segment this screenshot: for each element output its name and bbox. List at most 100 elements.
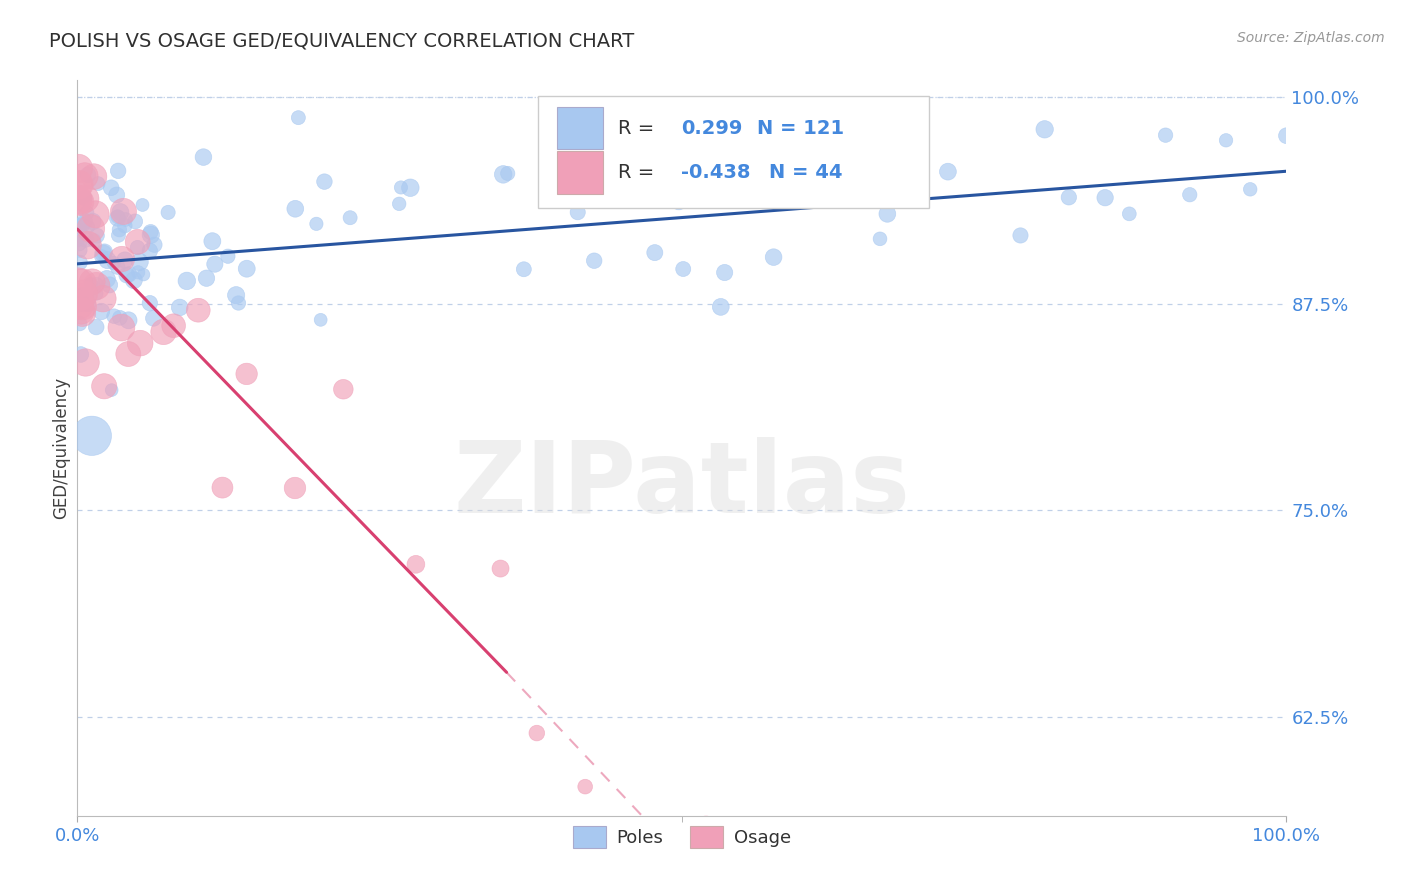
Point <box>131 198 153 212</box>
Point <box>284 481 307 495</box>
Point <box>225 288 247 302</box>
Point <box>83 169 105 184</box>
Point <box>73 169 96 183</box>
Point <box>69 290 91 304</box>
Point <box>91 246 114 260</box>
Point <box>869 232 891 246</box>
Point <box>1178 187 1201 202</box>
Point <box>105 188 128 202</box>
Point <box>211 481 233 495</box>
Point <box>96 272 118 286</box>
Point <box>118 267 141 281</box>
Point <box>66 193 89 207</box>
Legend: Poles, Osage: Poles, Osage <box>565 819 799 855</box>
Point <box>107 211 129 226</box>
Point <box>111 252 134 266</box>
Point <box>80 277 103 291</box>
Point <box>1057 190 1080 204</box>
Point <box>67 287 90 301</box>
Text: ZIPatlas: ZIPatlas <box>454 436 910 533</box>
Point <box>142 311 165 326</box>
Point <box>77 219 100 234</box>
Point <box>66 222 89 236</box>
Point <box>69 219 91 233</box>
Point <box>76 206 98 220</box>
Point <box>112 204 135 219</box>
Point <box>87 177 110 191</box>
Point <box>671 817 693 831</box>
Point <box>72 306 94 320</box>
Text: N = 121: N = 121 <box>756 119 844 137</box>
Point <box>772 185 794 199</box>
Point <box>91 292 114 306</box>
Point <box>1010 228 1032 243</box>
Point <box>1215 133 1237 147</box>
Point <box>388 197 411 211</box>
Point <box>83 280 105 294</box>
Point <box>75 192 97 206</box>
Point <box>127 241 149 255</box>
Point <box>83 234 105 248</box>
Text: 0.299: 0.299 <box>681 119 742 137</box>
Point <box>127 265 149 279</box>
Point <box>513 262 536 277</box>
Point <box>72 299 94 313</box>
Point <box>169 301 191 315</box>
Point <box>114 212 136 227</box>
Point <box>1094 191 1116 205</box>
Point <box>108 222 131 236</box>
Point <box>162 318 184 333</box>
Point <box>72 287 94 301</box>
Point <box>583 253 606 268</box>
Point <box>103 309 125 323</box>
Point <box>67 178 90 192</box>
Point <box>84 320 107 334</box>
Point <box>70 304 93 318</box>
Point <box>77 168 100 182</box>
Point <box>129 336 152 351</box>
Point <box>936 164 959 178</box>
Point <box>526 726 548 740</box>
Point <box>82 214 104 228</box>
Point <box>67 224 90 238</box>
Point <box>69 194 91 209</box>
Point <box>66 194 89 208</box>
Point <box>70 276 93 290</box>
Point <box>98 277 121 292</box>
Point <box>75 232 97 246</box>
Point <box>66 233 89 247</box>
Point <box>139 227 162 242</box>
Point <box>86 279 108 293</box>
Text: R =: R = <box>617 119 661 137</box>
Point <box>195 271 218 285</box>
Point <box>204 257 226 271</box>
Point <box>70 293 93 307</box>
Text: N = 44: N = 44 <box>769 162 842 182</box>
Point <box>114 219 136 233</box>
Point <box>187 303 209 318</box>
Point <box>117 347 139 361</box>
Point <box>67 161 90 176</box>
Point <box>67 178 90 192</box>
Point <box>110 320 132 334</box>
Point <box>69 298 91 312</box>
Point <box>122 273 145 287</box>
Point <box>339 211 361 225</box>
Point <box>713 266 735 280</box>
Point <box>93 379 115 393</box>
Point <box>127 235 149 249</box>
Point <box>93 245 115 260</box>
Point <box>228 296 250 310</box>
Point <box>554 190 576 204</box>
Point <box>672 262 695 277</box>
Point <box>332 382 354 396</box>
Point <box>1275 128 1298 143</box>
Point <box>69 317 91 331</box>
Point <box>762 250 785 264</box>
Point <box>405 558 427 572</box>
Point <box>574 780 596 794</box>
Point <box>217 249 239 263</box>
Point <box>1239 182 1261 196</box>
Point <box>489 561 512 575</box>
Point <box>67 235 90 250</box>
